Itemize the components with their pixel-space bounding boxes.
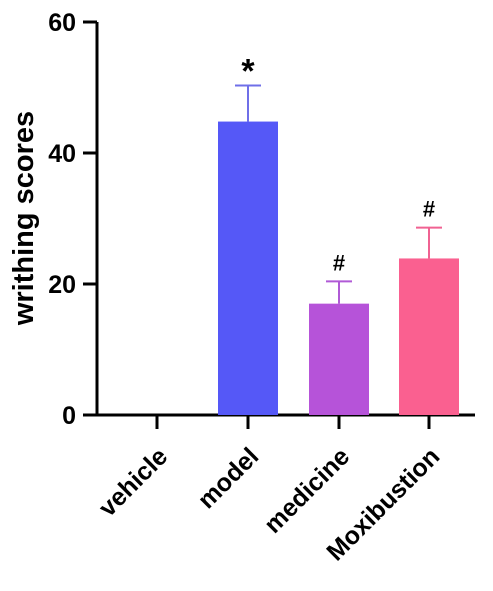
error-bars-layer	[235, 84, 442, 304]
y-tick-label: 20	[48, 271, 76, 299]
y-tick-label: 0	[62, 402, 76, 430]
bar	[399, 258, 459, 415]
annotations-layer: * # #	[241, 53, 435, 276]
x-category-label: model	[192, 442, 264, 514]
y-tick-label: 60	[48, 9, 76, 37]
axes: 0 20 40 60	[48, 9, 475, 430]
x-category-label: medicine	[259, 442, 355, 538]
bar	[309, 303, 369, 415]
y-tick-label: 40	[48, 140, 76, 168]
bars-layer	[218, 121, 459, 415]
x-category-label: vehicle	[93, 442, 173, 522]
bar	[218, 121, 278, 415]
y-axis-title: writhing scores	[8, 111, 40, 326]
significance-annotation: #	[333, 250, 345, 275]
significance-annotation: #	[423, 197, 435, 222]
significance-annotation: *	[241, 53, 255, 91]
